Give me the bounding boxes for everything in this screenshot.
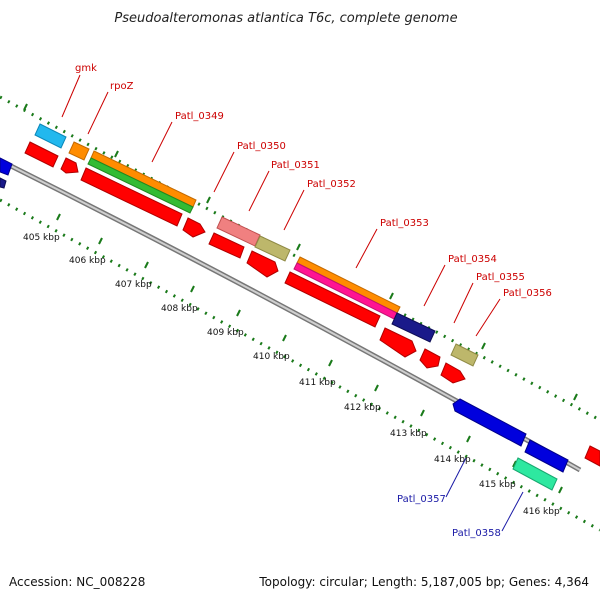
label-patl-0358[interactable]: Patl_0358 bbox=[452, 528, 501, 539]
gene-feature-0357[interactable] bbox=[452, 398, 527, 447]
label-patl-0354[interactable]: Patl_0354 bbox=[448, 254, 497, 265]
label-patl-0357[interactable]: Patl_0357 bbox=[397, 494, 446, 505]
tick-label-411: 411 kbp bbox=[299, 378, 336, 388]
gene-feature-0349-b[interactable] bbox=[87, 157, 194, 214]
tick-label-414: 414 kbp bbox=[434, 455, 471, 465]
label-patl-0356[interactable]: Patl_0356 bbox=[503, 288, 552, 299]
inner-tick-ring bbox=[0, 198, 600, 532]
gene-feature-edge-left[interactable] bbox=[0, 157, 13, 176]
gene-arrow-5[interactable] bbox=[208, 232, 245, 259]
tick-label-415: 415 kbp bbox=[479, 480, 516, 490]
gene-arrow-6[interactable] bbox=[246, 250, 279, 278]
gene-labels: gmk rpoZ Patl_0349 Patl_0350 Patl_0351 P… bbox=[75, 63, 552, 539]
label-patl-0355[interactable]: Patl_0355 bbox=[476, 272, 525, 283]
gene-feature-gmk[interactable] bbox=[34, 123, 67, 149]
outer-tick-ring bbox=[0, 95, 600, 422]
map-title: Pseudoalteromonas atlantica T6c, complet… bbox=[114, 11, 457, 26]
forward-features bbox=[34, 123, 479, 367]
gene-feature-0356[interactable] bbox=[450, 343, 479, 367]
gene-feature-0357-b[interactable] bbox=[524, 439, 569, 473]
gene-feature-0352[interactable] bbox=[254, 235, 291, 262]
label-patl-0349[interactable]: Patl_0349 bbox=[175, 111, 224, 122]
gene-arrow-9[interactable] bbox=[419, 348, 441, 369]
tick-label-410: 410 kbp bbox=[253, 352, 290, 362]
tick-label-408: 408 kbp bbox=[161, 304, 198, 314]
gene-feature-0354[interactable] bbox=[391, 312, 436, 343]
gene-arrow-8[interactable] bbox=[379, 327, 417, 358]
leader-lines bbox=[61, 74, 524, 532]
tick-label-413: 413 kbp bbox=[390, 429, 427, 439]
gene-feature-rpoZ[interactable] bbox=[68, 141, 90, 161]
kbp-tick-labels: 405 kbp 406 kbp 407 kbp 408 kbp 409 kbp … bbox=[23, 233, 560, 517]
label-patl-0350[interactable]: Patl_0350 bbox=[237, 141, 286, 152]
tick-label-412: 412 kbp bbox=[344, 403, 381, 413]
gene-arrow-1[interactable] bbox=[24, 141, 59, 168]
tick-label-405: 405 kbp bbox=[23, 233, 60, 243]
accession-text: Accession: NC_008228 bbox=[9, 575, 145, 589]
gene-arrow-7[interactable] bbox=[284, 271, 381, 328]
tick-label-407: 407 kbp bbox=[115, 280, 152, 290]
label-patl-0352[interactable]: Patl_0352 bbox=[307, 179, 356, 190]
strand-arrows bbox=[24, 141, 600, 467]
topology-text: Topology: circular; Length: 5,187,005 bp… bbox=[258, 575, 589, 589]
gene-arrow-edge[interactable] bbox=[584, 445, 600, 467]
tick-label-416: 416 kbp bbox=[523, 507, 560, 517]
gene-arrow-3[interactable] bbox=[80, 167, 183, 227]
tick-label-409: 409 kbp bbox=[207, 328, 244, 338]
gene-arrow-10[interactable] bbox=[440, 362, 466, 384]
reverse-features bbox=[0, 157, 569, 491]
gene-arrow-2[interactable] bbox=[60, 157, 79, 174]
gene-feature-0358[interactable] bbox=[512, 457, 558, 491]
gene-arrow-4[interactable] bbox=[182, 217, 206, 238]
label-gmk[interactable]: gmk bbox=[75, 63, 97, 74]
gene-feature-edge-left-2[interactable] bbox=[0, 177, 7, 189]
label-rpoZ[interactable]: rpoZ bbox=[110, 81, 134, 92]
label-patl-0353[interactable]: Patl_0353 bbox=[380, 218, 429, 229]
label-patl-0351[interactable]: Patl_0351 bbox=[271, 160, 320, 171]
tick-label-406: 406 kbp bbox=[69, 256, 106, 266]
